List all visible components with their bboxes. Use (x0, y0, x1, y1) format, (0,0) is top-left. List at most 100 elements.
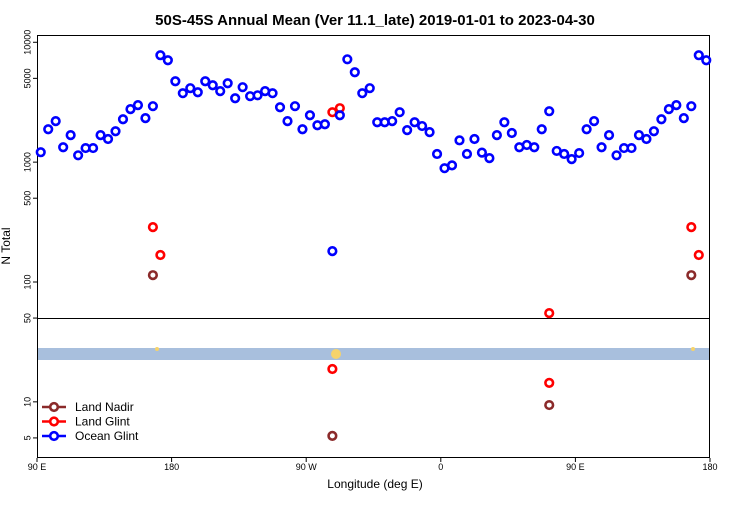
point (252, 90, 263, 101)
point (147, 222, 159, 233)
point (588, 115, 600, 127)
point (581, 124, 592, 135)
point (424, 127, 435, 138)
blob (331, 349, 341, 359)
point (282, 115, 293, 127)
point (529, 142, 540, 153)
point (671, 100, 682, 111)
x-tick-label: 90 E (566, 462, 585, 472)
y-axis-label: N Total (0, 227, 13, 264)
point (222, 78, 233, 89)
point (417, 120, 428, 132)
point (686, 222, 697, 233)
point (394, 107, 405, 118)
x-tick-label: 0 (438, 462, 443, 472)
point (693, 50, 704, 61)
y-tick-label: 5 (22, 435, 32, 440)
point (87, 142, 99, 154)
point (633, 130, 645, 141)
point (544, 308, 555, 319)
band (37, 348, 710, 360)
point (65, 130, 76, 141)
y-tick-label: 10000 (22, 30, 32, 55)
point (499, 117, 510, 128)
point (342, 54, 353, 65)
point (297, 124, 308, 135)
y-tick-label: 500 (22, 191, 32, 206)
point (349, 67, 360, 78)
point (387, 115, 398, 127)
point (536, 124, 547, 135)
point (656, 114, 667, 125)
point (402, 125, 413, 136)
point (544, 106, 555, 117)
point (304, 110, 316, 121)
x-tick-label: 90 E (28, 462, 47, 472)
y-tick-label: 50 (22, 313, 32, 323)
point (215, 86, 226, 97)
point (693, 249, 704, 261)
point (469, 133, 480, 145)
point (95, 130, 106, 141)
point (147, 101, 159, 112)
point (50, 115, 61, 127)
legend-marker (48, 401, 60, 413)
point (641, 133, 652, 145)
point (544, 377, 555, 388)
point (663, 103, 674, 115)
point (491, 130, 502, 141)
point (155, 249, 166, 261)
y-tick-label: 1000 (22, 152, 32, 172)
point (446, 160, 458, 171)
point (701, 55, 712, 66)
blob (691, 347, 695, 351)
point (334, 110, 345, 121)
point (686, 101, 697, 112)
point (274, 102, 286, 113)
point (102, 133, 114, 145)
y-tick-label: 10 (22, 397, 32, 407)
point (603, 130, 615, 141)
point (559, 148, 570, 160)
y-tick-label: 5000 (22, 68, 32, 88)
point (147, 270, 159, 281)
legend-marker (48, 430, 60, 442)
point (289, 101, 301, 112)
point (267, 88, 278, 99)
x-axis-label: Longitude (deg E) (327, 477, 422, 491)
x-tick-label: 180 (164, 462, 179, 472)
point (117, 114, 129, 125)
point (35, 147, 46, 158)
x-tick-label: 180 (702, 462, 717, 472)
point (364, 83, 375, 94)
point (58, 142, 69, 153)
point (319, 119, 330, 130)
y-tick-label: 100 (22, 274, 32, 289)
point (574, 147, 585, 159)
point (327, 363, 338, 375)
point (626, 142, 637, 154)
point (200, 76, 211, 87)
point (162, 55, 173, 66)
point (566, 153, 577, 165)
point (678, 113, 689, 124)
point (155, 50, 166, 61)
point (648, 126, 660, 137)
point (125, 103, 136, 115)
point (73, 150, 84, 161)
point (132, 100, 144, 111)
point (230, 93, 241, 104)
point (596, 142, 607, 153)
blob (155, 347, 159, 351)
point (476, 147, 488, 158)
x-tick-label: 90 W (296, 462, 318, 472)
legend-label: Ocean Glint (75, 429, 139, 443)
point (43, 124, 54, 135)
point (544, 399, 555, 411)
point (192, 87, 203, 98)
point (357, 88, 368, 99)
point (686, 270, 697, 281)
point (611, 150, 622, 161)
